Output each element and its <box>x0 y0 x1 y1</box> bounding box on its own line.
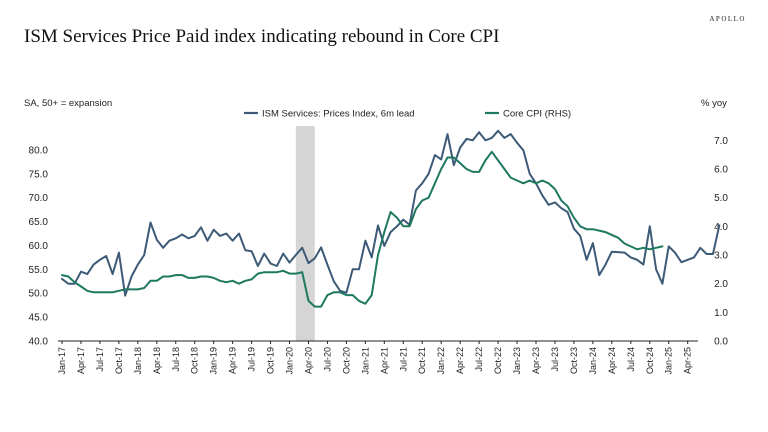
right-tick-label: 5.0 <box>714 193 728 204</box>
legend-cpi-label: Core CPI (RHS) <box>503 109 571 120</box>
x-tick-label: Oct-18 <box>190 347 200 374</box>
x-tick-label: Jul-22 <box>474 347 484 372</box>
brand-logo: APOLLO <box>709 15 746 23</box>
chart-subtitle: SA, 50+ = expansion <box>24 98 112 109</box>
x-tick-label: Oct-17 <box>114 347 124 374</box>
x-tick-label: Jul-21 <box>398 347 408 372</box>
x-tick-label: Oct-22 <box>493 347 503 374</box>
right-tick-label: 6.0 <box>714 165 728 176</box>
left-tick-label: 45.0 <box>29 313 49 324</box>
right-tick-label: 4.0 <box>714 222 728 233</box>
x-tick-label: Oct-21 <box>417 347 427 374</box>
x-tick-label: Jul-20 <box>322 347 332 372</box>
right-tick-label: 1.0 <box>714 308 728 319</box>
left-tick-label: 50.0 <box>29 289 49 300</box>
x-tick-label: Apr-19 <box>228 347 238 374</box>
x-tick-label: Apr-17 <box>76 347 86 374</box>
x-tick-label: Apr-24 <box>607 347 617 374</box>
x-tick-label: Jan-22 <box>436 347 446 375</box>
legend: ISM Services: Prices Index, 6m lead Core… <box>244 109 571 120</box>
left-tick-label: 55.0 <box>29 265 49 276</box>
right-tick-label: 0.0 <box>714 337 728 348</box>
x-tick-label: Jan-25 <box>664 347 674 375</box>
x-tick-label: Jan-24 <box>588 347 598 375</box>
x-tick-label: Apr-21 <box>379 347 389 374</box>
x-tick-label: Jul-19 <box>247 347 257 372</box>
x-tick-label: Oct-23 <box>569 347 579 374</box>
series-line-core-cpi <box>61 150 664 308</box>
right-tick-label: 7.0 <box>714 136 728 147</box>
x-tick-label: Oct-19 <box>266 347 276 374</box>
x-tick-label: Oct-24 <box>645 347 655 374</box>
x-tick-label: Jul-17 <box>95 347 105 372</box>
x-tick-label: Jan-21 <box>360 347 370 375</box>
series-line-ism-services <box>61 129 721 297</box>
x-tick-label: Jul-24 <box>626 347 636 372</box>
left-tick-label: 80.0 <box>29 145 49 156</box>
right-axis-label: % yoy <box>701 98 727 109</box>
x-tick-label: Jan-18 <box>133 347 143 375</box>
left-tick-label: 75.0 <box>29 169 49 180</box>
x-tick-label: Apr-18 <box>152 347 162 374</box>
left-tick-label: 60.0 <box>29 241 49 252</box>
x-tick-label: Apr-25 <box>683 347 693 374</box>
left-tick-label: 70.0 <box>29 193 49 204</box>
x-tick-label: Apr-22 <box>455 347 465 374</box>
x-tick-label: Jul-18 <box>171 347 181 372</box>
x-tick-label: Apr-20 <box>303 347 313 374</box>
x-tick-label: Oct-20 <box>341 347 351 374</box>
right-tick-label: 3.0 <box>714 251 728 262</box>
x-tick-label: Jan-20 <box>285 347 295 375</box>
left-tick-label: 65.0 <box>29 217 49 228</box>
recession-shading <box>295 126 315 341</box>
x-tick-label: Jul-23 <box>550 347 560 372</box>
x-tick-label: Apr-23 <box>531 347 541 374</box>
chart-title: ISM Services Price Paid index indicating… <box>24 26 500 47</box>
x-tick-label: Jan-17 <box>57 347 67 375</box>
legend-ism-label: ISM Services: Prices Index, 6m lead <box>262 109 415 120</box>
left-tick-label: 40.0 <box>29 337 49 348</box>
x-tick-label: Jan-23 <box>512 347 522 375</box>
x-tick-label: Jan-19 <box>209 347 219 375</box>
right-tick-label: 2.0 <box>714 279 728 290</box>
